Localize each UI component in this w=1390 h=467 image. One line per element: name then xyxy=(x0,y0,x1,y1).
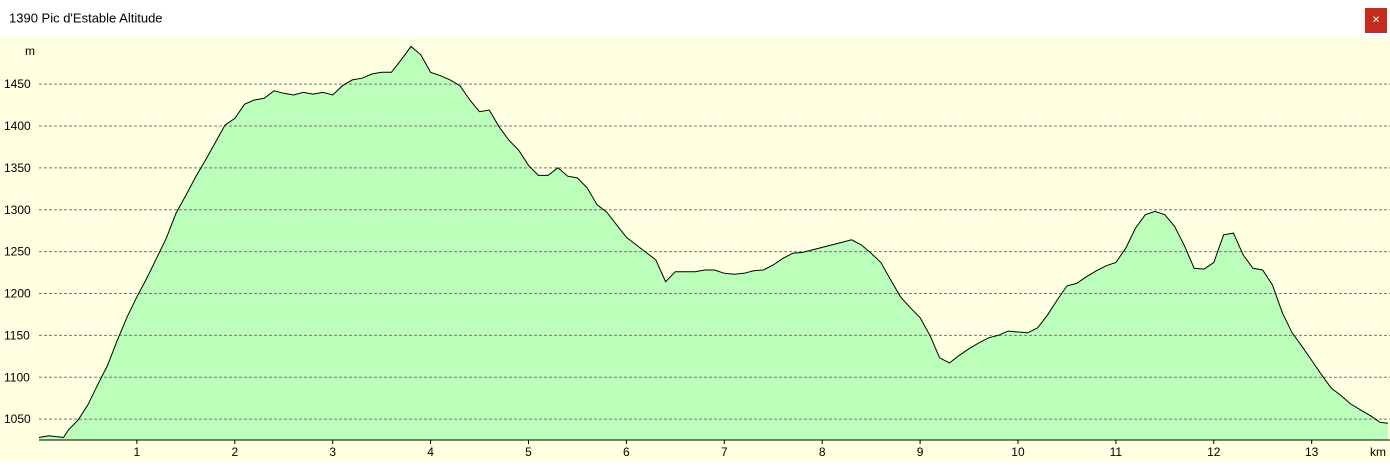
x-tick-label: 1 xyxy=(134,445,141,459)
y-tick-label: 1450 xyxy=(4,77,31,91)
y-axis-unit: m xyxy=(25,44,35,58)
x-axis-unit: km xyxy=(1370,445,1386,459)
x-tick-label: 6 xyxy=(623,445,630,459)
x-tick-label: 11 xyxy=(1110,445,1123,459)
x-tick-label: 4 xyxy=(427,445,434,459)
x-tick-label: 7 xyxy=(721,445,728,459)
close-icon[interactable]: × xyxy=(1372,11,1380,26)
x-tick-label: 3 xyxy=(329,445,336,459)
x-tick-label: 5 xyxy=(525,445,532,459)
y-tick-label: 1350 xyxy=(4,161,31,175)
window-title: 1390 Pic d'Estable Altitude xyxy=(9,10,163,25)
y-tick-label: 1400 xyxy=(4,119,31,133)
x-tick-label: 9 xyxy=(917,445,924,459)
x-tick-label: 13 xyxy=(1305,445,1319,459)
x-tick-label: 8 xyxy=(819,445,826,459)
elevation-area xyxy=(39,46,1388,441)
elevation-line xyxy=(38,45,1389,439)
y-tick-label: 1250 xyxy=(4,245,31,259)
x-tick-label: 2 xyxy=(231,445,238,459)
y-tick-label: 1100 xyxy=(4,370,30,384)
y-tick-label: 1150 xyxy=(4,328,30,342)
axis-background xyxy=(39,440,1390,462)
title-bar xyxy=(0,0,1390,38)
axis-background xyxy=(0,38,39,462)
x-tick-label: 12 xyxy=(1207,445,1221,459)
y-tick-label: 1300 xyxy=(4,203,31,217)
y-tick-label: 1200 xyxy=(4,287,31,301)
x-tick-label: 10 xyxy=(1011,445,1025,459)
close-button[interactable] xyxy=(1365,8,1387,33)
y-tick-label: 1050 xyxy=(4,412,31,426)
